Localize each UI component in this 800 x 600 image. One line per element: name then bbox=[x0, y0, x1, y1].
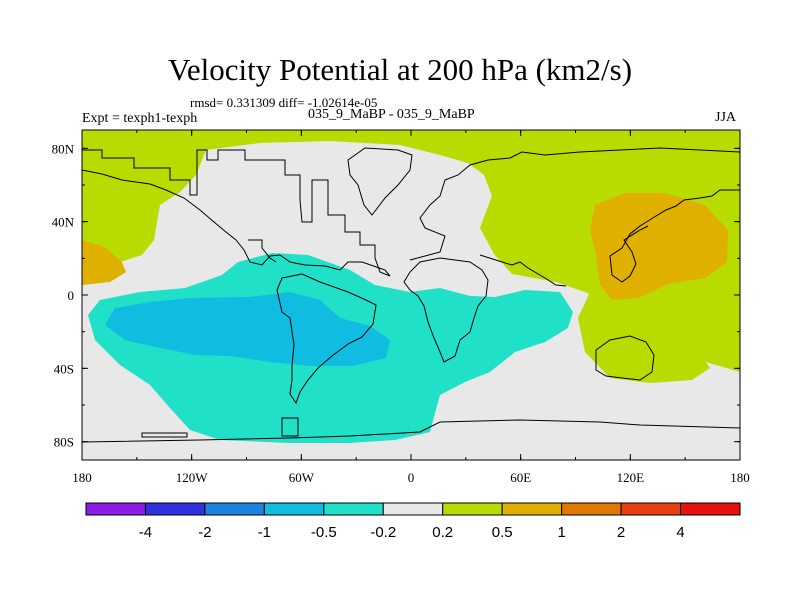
map-area bbox=[82, 130, 740, 460]
colorbar-label: -2 bbox=[198, 524, 211, 541]
coast-north-america bbox=[82, 149, 391, 277]
experiment-label: Expt = texph1-texph bbox=[82, 111, 198, 126]
colorbar-swatch bbox=[501, 502, 563, 516]
colorbar-swatch bbox=[382, 502, 444, 516]
colorbar-label: -0.2 bbox=[370, 524, 396, 541]
axes: 180 120W 60W 0 60E 120E 180 80N 40N 0 40S 80S bbox=[52, 130, 750, 485]
y-tick-label: 0 bbox=[68, 288, 75, 303]
coast-antarctica bbox=[82, 419, 740, 443]
x-tick-label: 60E bbox=[510, 470, 531, 485]
coastlines bbox=[82, 147, 740, 443]
coast-central-america bbox=[248, 239, 277, 263]
x-tick-label: 180 bbox=[72, 470, 92, 485]
x-tick-label: 0 bbox=[408, 470, 415, 485]
colorbar-swatch bbox=[204, 502, 265, 516]
strong-positive-region-asia bbox=[590, 193, 728, 300]
season-label: JJA bbox=[715, 110, 737, 125]
stats-text: rmsd= 0.331309 diff= -1.02614e-05 bbox=[190, 95, 378, 110]
colorbar-swatch bbox=[144, 502, 206, 516]
colorbar: -4 -2 -1 -0.5 -0.2 0.2 0.5 1 2 4 bbox=[85, 502, 741, 541]
colorbar-label: 0.2 bbox=[432, 524, 453, 541]
y-tick-label: 80N bbox=[52, 141, 75, 156]
antarctic-island bbox=[141, 432, 188, 438]
southern-island bbox=[281, 417, 299, 437]
x-tick-label: 60W bbox=[289, 470, 315, 485]
colorbar-label: 2 bbox=[617, 524, 625, 541]
y-tick-label: 40N bbox=[52, 215, 75, 230]
case-label: 035_9_MaBP - 035_9_MaBP bbox=[308, 107, 475, 122]
colorbar-swatch bbox=[263, 502, 325, 516]
colorbar-label: 0.5 bbox=[492, 524, 513, 541]
strong-positive-region-pacific bbox=[82, 240, 126, 285]
strong-negative-region bbox=[105, 292, 390, 366]
colorbar-label: 1 bbox=[557, 524, 565, 541]
x-tick-label: 120E bbox=[617, 470, 645, 485]
positive-region-north bbox=[82, 130, 740, 372]
coast-africa bbox=[403, 257, 489, 363]
colorbar-swatch bbox=[323, 502, 384, 516]
colorbar-swatch bbox=[680, 502, 741, 516]
positive-region-australia bbox=[578, 292, 710, 383]
x-tick-label: 120W bbox=[176, 470, 209, 485]
x-tick-label: 180 bbox=[730, 470, 750, 485]
colorbar-label: 4 bbox=[676, 524, 684, 541]
colorbar-swatch bbox=[561, 502, 622, 516]
coast-europe-asia bbox=[409, 147, 740, 287]
chart-title: Velocity Potential at 200 hPa (km2/s) bbox=[167, 52, 633, 87]
colorbar-swatch bbox=[442, 502, 503, 516]
colorbar-swatch bbox=[85, 502, 146, 516]
colorbar-swatch bbox=[620, 502, 682, 516]
y-tick-label: 40S bbox=[54, 361, 74, 376]
coast-australia bbox=[595, 335, 655, 381]
colorbar-label: -4 bbox=[139, 524, 152, 541]
coast-greenland bbox=[347, 147, 413, 216]
colorbar-label: -1 bbox=[258, 524, 271, 541]
coast-south-america bbox=[276, 273, 377, 405]
colorbar-label: -0.5 bbox=[311, 524, 337, 541]
y-tick-label: 80S bbox=[54, 435, 74, 450]
